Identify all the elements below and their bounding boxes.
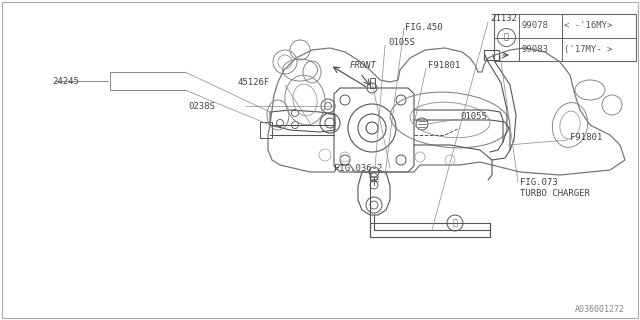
Text: F91801: F91801: [570, 132, 602, 141]
Text: FIG.450: FIG.450: [405, 22, 443, 31]
Text: FRONT: FRONT: [350, 61, 377, 70]
Text: FIG.036-2: FIG.036-2: [334, 164, 382, 172]
Text: ('17MY- >: ('17MY- >: [564, 45, 612, 54]
Text: FIG.073: FIG.073: [520, 178, 557, 187]
Bar: [260, 122, 272, 138]
Bar: [494, 14, 636, 61]
Text: 45126F: 45126F: [237, 77, 269, 86]
Text: ①: ①: [504, 33, 509, 42]
Text: F91801: F91801: [428, 60, 460, 69]
Text: 21132: 21132: [490, 13, 517, 22]
Text: < -'16MY>: < -'16MY>: [564, 21, 612, 30]
Text: 99083: 99083: [522, 45, 549, 54]
Text: 0105S: 0105S: [388, 37, 415, 46]
Text: 99078: 99078: [522, 21, 549, 30]
Bar: [484, 50, 499, 60]
Text: 24245: 24245: [52, 76, 79, 85]
Text: 0105S: 0105S: [460, 111, 487, 121]
Text: TURBO CHARGER: TURBO CHARGER: [520, 189, 590, 198]
Text: ①: ①: [452, 219, 458, 228]
Bar: [370, 78, 375, 88]
Text: A036001272: A036001272: [575, 305, 625, 314]
Bar: [370, 223, 490, 237]
Text: 0238S: 0238S: [188, 101, 215, 110]
